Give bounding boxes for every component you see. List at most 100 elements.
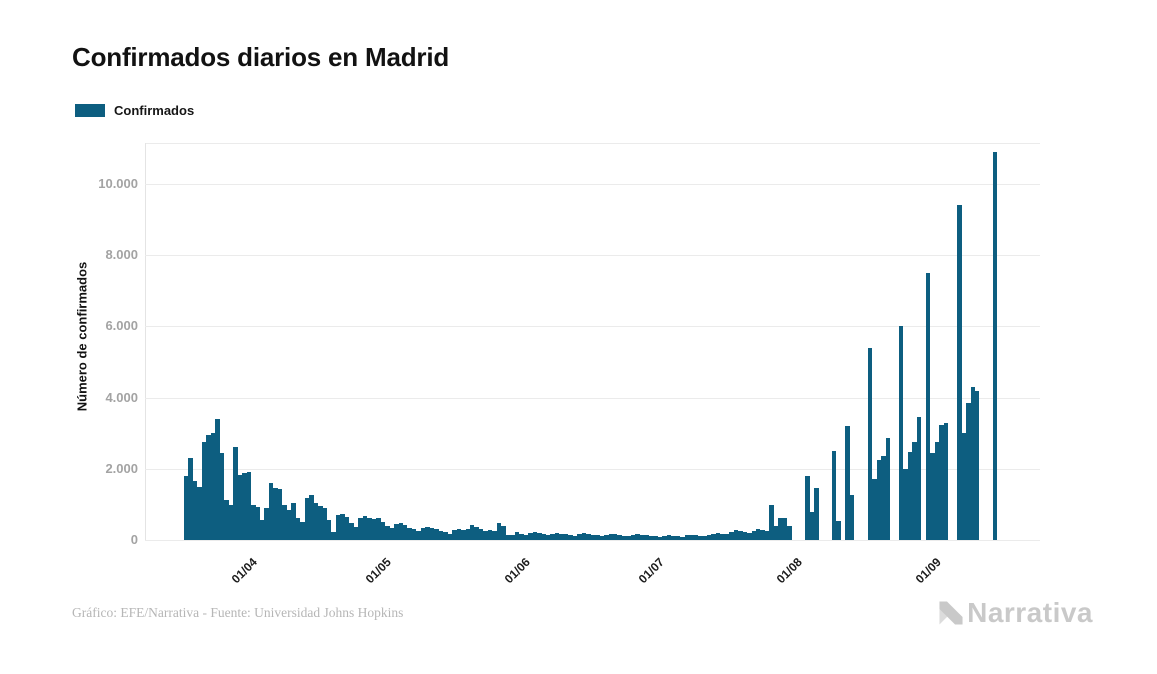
bar[interactable] [724, 534, 730, 540]
bar[interactable] [657, 536, 663, 540]
bar[interactable] [899, 326, 904, 540]
bar[interactable] [492, 530, 497, 540]
bar[interactable] [925, 273, 931, 540]
bar[interactable] [523, 534, 529, 540]
bar[interactable] [621, 535, 627, 540]
bar[interactable] [711, 533, 716, 540]
bar[interactable] [309, 494, 314, 540]
bar[interactable] [635, 533, 640, 540]
bar[interactable] [259, 520, 265, 540]
bar[interactable] [604, 534, 609, 540]
bar[interactable] [872, 478, 877, 540]
bar[interactable] [831, 451, 837, 540]
bar[interactable] [402, 525, 408, 540]
bar[interactable] [559, 533, 564, 540]
bar[interactable] [362, 515, 368, 540]
bar[interactable] [586, 533, 591, 540]
bar[interactable] [688, 534, 694, 540]
bar[interactable] [344, 516, 350, 540]
bar[interactable] [961, 433, 967, 540]
bar[interactable] [599, 536, 605, 540]
bar[interactable] [787, 525, 792, 540]
bar[interactable] [639, 534, 645, 540]
bar[interactable] [496, 522, 502, 540]
bar[interactable] [206, 435, 211, 540]
bar[interactable] [644, 535, 649, 540]
bar[interactable] [210, 433, 216, 540]
bar[interactable] [514, 531, 520, 540]
bar[interactable] [756, 529, 761, 540]
bar[interactable] [201, 442, 207, 540]
bar[interactable] [554, 532, 560, 540]
bar[interactable] [192, 481, 198, 540]
bar[interactable] [572, 535, 578, 540]
bar[interactable] [532, 532, 538, 540]
bar[interactable] [389, 527, 395, 540]
bar[interactable] [845, 426, 850, 540]
bar[interactable] [465, 529, 470, 540]
bar[interactable] [881, 455, 886, 540]
bar[interactable] [277, 488, 283, 540]
bar[interactable] [613, 534, 618, 540]
bar[interactable] [197, 486, 202, 540]
bar[interactable] [715, 532, 721, 540]
bar[interactable] [653, 536, 658, 540]
bar[interactable] [778, 517, 783, 540]
bar[interactable] [407, 527, 412, 540]
bar[interactable] [537, 533, 542, 540]
bar[interactable] [747, 532, 752, 540]
bar[interactable] [380, 521, 386, 540]
bar[interactable] [291, 503, 296, 540]
bar[interactable] [957, 205, 962, 540]
bar[interactable] [769, 504, 774, 540]
bar[interactable] [590, 534, 596, 540]
bar[interactable] [505, 534, 511, 540]
bar[interactable] [371, 519, 377, 540]
bar[interactable] [224, 499, 229, 540]
bar[interactable] [675, 536, 681, 540]
bar[interactable] [903, 468, 908, 540]
bar[interactable] [251, 504, 256, 540]
bar[interactable] [849, 494, 855, 540]
bar[interactable] [233, 447, 238, 540]
bar[interactable] [353, 526, 359, 540]
bar[interactable] [720, 533, 725, 540]
bar[interactable] [666, 535, 672, 540]
bar[interactable] [385, 525, 390, 540]
bar[interactable] [331, 531, 336, 540]
bar[interactable] [885, 437, 891, 540]
bar[interactable] [742, 531, 748, 540]
bar[interactable] [907, 451, 913, 540]
bar[interactable] [541, 534, 546, 540]
bar[interactable] [461, 530, 466, 540]
bar[interactable] [478, 529, 484, 540]
bar[interactable] [300, 521, 305, 540]
bar[interactable] [545, 535, 551, 540]
bar[interactable] [550, 533, 555, 540]
bar[interactable] [563, 534, 569, 540]
bar[interactable] [246, 471, 252, 540]
bar[interactable] [836, 520, 841, 540]
bar[interactable] [581, 533, 587, 540]
legend-item-confirmados[interactable]: Confirmados [75, 103, 194, 118]
bar[interactable] [706, 535, 712, 540]
bar[interactable] [286, 509, 292, 540]
bar[interactable] [398, 522, 403, 540]
bar[interactable] [782, 517, 788, 540]
bar[interactable] [394, 524, 399, 540]
bar[interactable] [349, 522, 354, 540]
bar[interactable] [671, 535, 676, 540]
bar[interactable] [626, 536, 631, 540]
bar[interactable] [425, 526, 430, 540]
bar[interactable] [943, 422, 949, 540]
bar[interactable] [617, 535, 622, 540]
bar[interactable] [282, 504, 287, 540]
bar[interactable] [438, 530, 444, 540]
bar[interactable] [335, 515, 341, 540]
bar[interactable] [738, 530, 743, 540]
bar[interactable] [760, 530, 765, 540]
bar[interactable] [376, 517, 381, 540]
bar[interactable] [242, 472, 247, 540]
bar[interactable] [519, 533, 524, 540]
bar[interactable] [228, 504, 234, 540]
